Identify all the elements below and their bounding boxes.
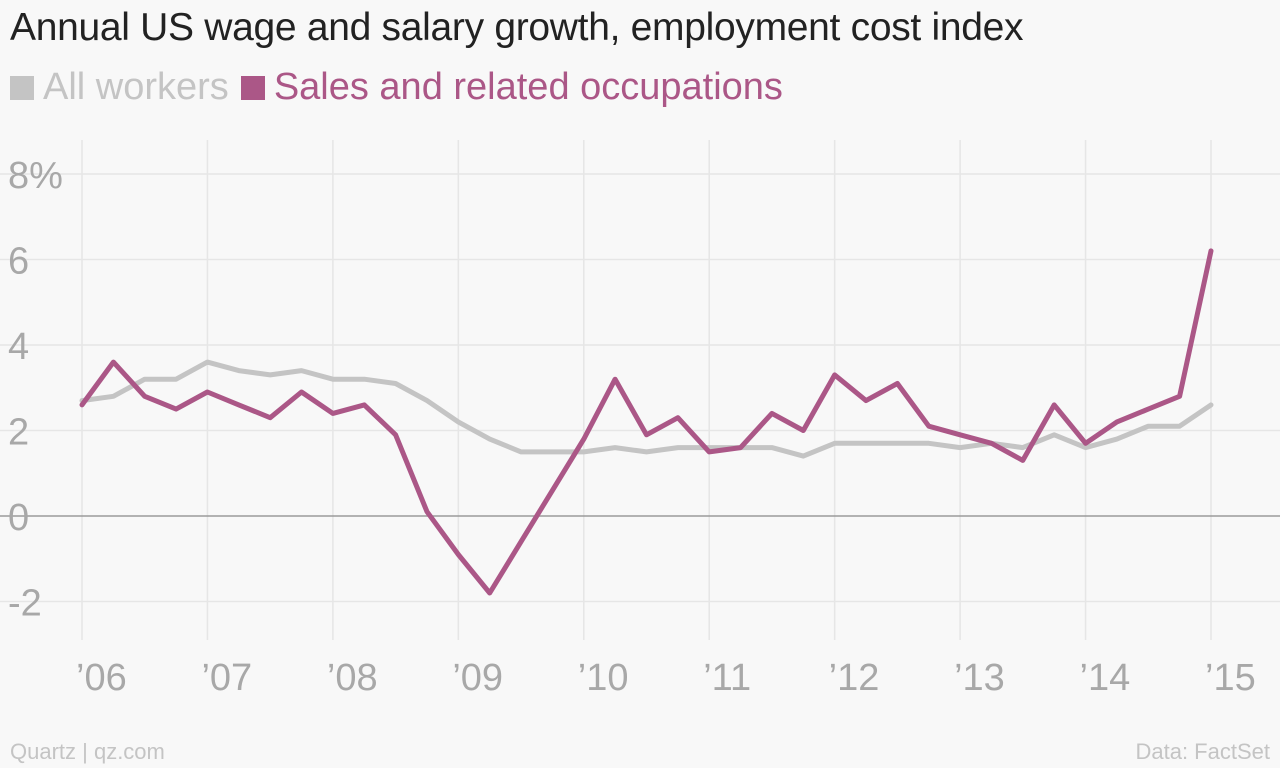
x-tick-label: ’06 (76, 657, 127, 699)
legend-item-all-workers: All workers (10, 66, 229, 109)
y-tick-label: 0 (8, 497, 29, 539)
source-credit: Quartz | qz.com (10, 739, 165, 764)
x-tick-label: ’12 (829, 657, 880, 699)
y-tick-label: 4 (8, 326, 29, 368)
series-line-sales (79, 248, 1214, 596)
legend-swatch-all-workers (10, 75, 34, 100)
x-tick-label: ’09 (452, 657, 503, 699)
y-tick-label: 8% (8, 155, 63, 197)
x-tick-label: ’13 (954, 657, 1005, 699)
chart-legend: All workers Sales and related occupation… (10, 66, 795, 109)
y-tick-label: 6 (8, 241, 29, 283)
y-tick-label: 2 (8, 412, 29, 454)
legend-label-sales: Sales and related occupations (273, 66, 783, 108)
x-tick-label: ’14 (1080, 657, 1131, 699)
y-tick-label: -2 (8, 583, 42, 625)
chart-title: Annual US wage and salary growth, employ… (10, 6, 1024, 49)
x-tick-label: ’07 (201, 657, 252, 699)
legend-label-all-workers: All workers (43, 66, 229, 108)
x-tick-label: ’15 (1205, 657, 1256, 699)
x-tick-label: ’08 (327, 657, 378, 699)
x-tick-label: ’10 (578, 657, 629, 699)
data-source: Data: FactSet (1135, 739, 1270, 764)
series-line-all-workers (79, 359, 1214, 459)
x-tick-label: ’11 (703, 657, 751, 699)
legend-item-sales: Sales and related occupations (240, 66, 783, 109)
legend-swatch-sales (240, 75, 265, 100)
